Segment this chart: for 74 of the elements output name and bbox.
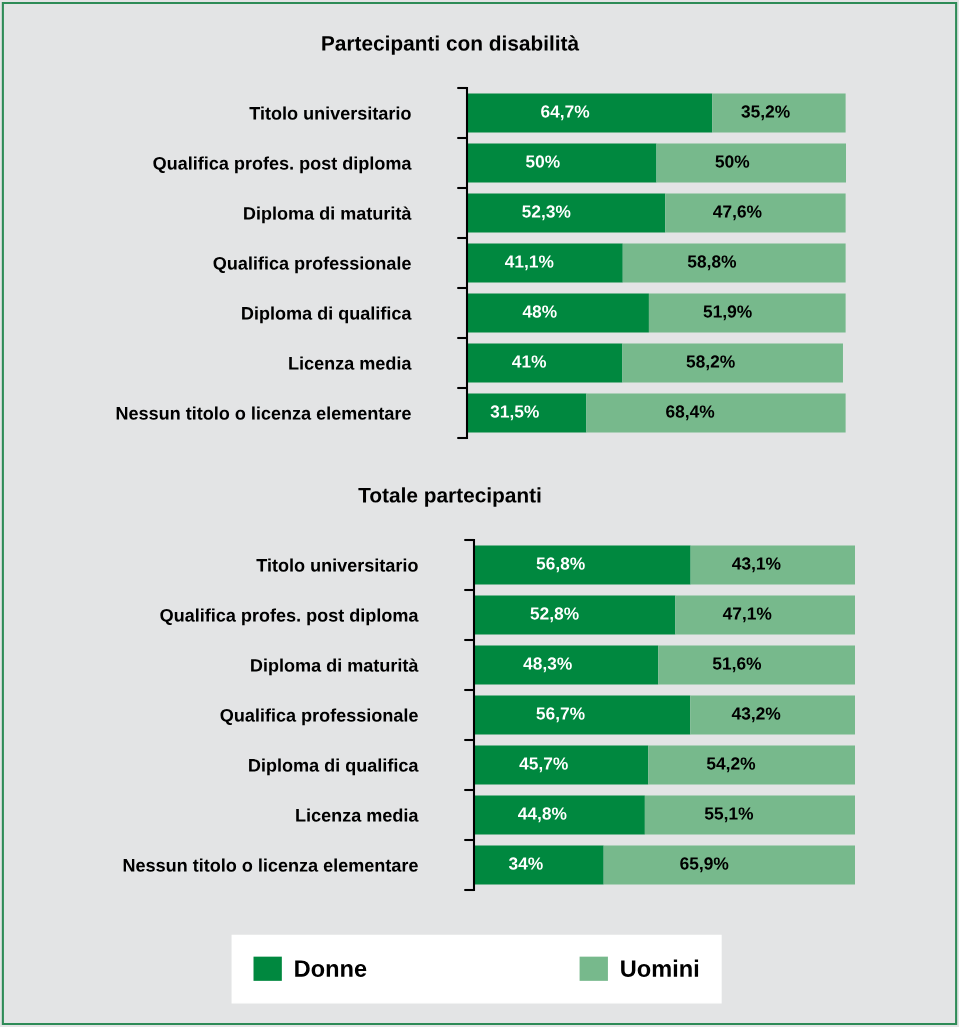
bar — [648, 745, 855, 785]
y-tick-label: Nessun titolo o licenza elementare — [123, 858, 418, 872]
bar — [467, 193, 666, 233]
y-tick-label: Titolo universitario — [256, 558, 418, 572]
bar — [675, 595, 855, 635]
data-label: 41,1% — [504, 255, 554, 271]
bar — [622, 243, 846, 283]
bar — [474, 595, 676, 635]
data-label: 35,2% — [741, 105, 790, 121]
y-tick-label: Licenza media — [296, 808, 419, 822]
y-tick-label: Diploma di maturità — [244, 206, 412, 224]
data-label: 48,3% — [523, 657, 572, 673]
data-label: 44,8% — [517, 807, 567, 823]
bar — [586, 393, 846, 433]
y-tick-label: Diploma di qualifica — [249, 758, 419, 776]
y-tick-label: Licenza media — [289, 356, 412, 370]
y-tick-label: Titolo universitario — [249, 106, 411, 120]
data-label: 31,5% — [490, 405, 539, 421]
data-label: 64,7% — [541, 105, 590, 121]
data-label: 34% — [508, 857, 543, 870]
data-label: 51,6% — [712, 657, 762, 673]
data-label: 58,8% — [687, 255, 737, 271]
data-label: 68,4% — [666, 405, 715, 421]
bar — [665, 193, 846, 233]
legend-label: Donne — [295, 960, 367, 977]
y-tick-label: Nessun titolo o licenza elementare — [116, 406, 411, 420]
chart-title: Partecipanti con disabilità — [322, 35, 580, 55]
data-label: 65,9% — [680, 857, 729, 873]
bar — [467, 93, 713, 133]
data-label: 55,1% — [704, 807, 754, 823]
data-label: 58,2% — [686, 355, 735, 371]
data-label: 41% — [512, 355, 547, 368]
bar — [474, 545, 691, 585]
bar — [467, 393, 587, 433]
bar — [690, 695, 855, 735]
data-label: 52,8% — [530, 607, 579, 623]
bar — [474, 845, 604, 885]
y-tick-label: Qualifica profes. post diploma — [160, 608, 419, 626]
y-tick-label: Qualifica profes. post diploma — [153, 156, 412, 174]
bar — [474, 795, 645, 835]
bar — [467, 143, 657, 183]
data-label: 50% — [525, 155, 560, 168]
bar — [603, 845, 855, 885]
data-label: 43,1% — [732, 557, 781, 573]
data-label: 47,1% — [722, 607, 772, 623]
bar — [658, 645, 855, 685]
bar — [648, 293, 846, 333]
y-tick-label: Qualifica professionale — [220, 708, 418, 726]
bar — [467, 293, 649, 333]
data-label: 47,6% — [713, 205, 762, 221]
bar — [712, 93, 846, 133]
bar — [474, 745, 649, 785]
data-label: 52,3% — [522, 205, 571, 221]
bar — [467, 343, 623, 383]
data-label: 45,7% — [519, 757, 568, 773]
y-tick-label: Diploma di maturità — [251, 658, 419, 676]
chart-title: Totale partecipanti — [358, 487, 541, 507]
bar — [474, 695, 691, 735]
bar — [690, 545, 855, 585]
bar — [656, 143, 846, 183]
y-tick-label: Diploma di qualifica — [242, 306, 412, 324]
bar — [644, 795, 855, 835]
data-label: 51,9% — [703, 305, 752, 321]
bar — [622, 343, 843, 383]
data-label: 43,2% — [731, 707, 781, 723]
bar — [474, 645, 659, 685]
data-label: 48% — [522, 305, 557, 318]
data-label: 56,8% — [536, 557, 585, 573]
data-label: 56,7% — [536, 707, 585, 723]
data-label: 54,2% — [706, 757, 756, 773]
y-tick-label: Qualifica professionale — [213, 256, 411, 274]
data-label: 50% — [715, 155, 750, 168]
legend-label: Uomini — [621, 959, 699, 977]
bar — [467, 243, 623, 283]
